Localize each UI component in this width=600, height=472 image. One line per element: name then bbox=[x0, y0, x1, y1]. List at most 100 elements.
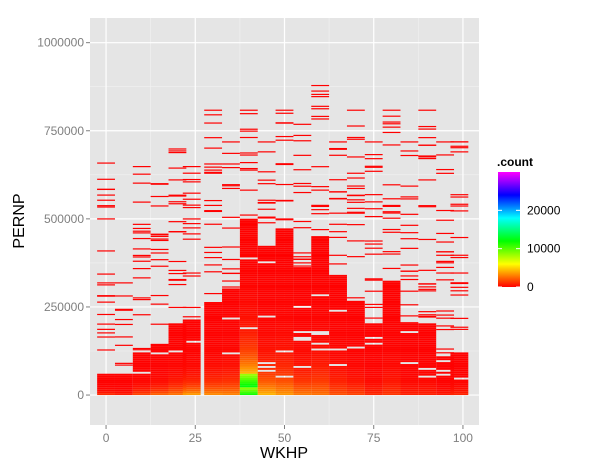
heatmap-tile bbox=[346, 256, 365, 258]
heatmap-tile bbox=[346, 383, 365, 386]
heatmap-tile bbox=[168, 323, 187, 326]
heatmap-tile bbox=[346, 212, 365, 214]
heatmap-tile bbox=[329, 367, 347, 370]
heatmap-tile bbox=[257, 253, 276, 256]
heatmap-tile bbox=[329, 340, 347, 343]
heatmap-tile bbox=[168, 344, 187, 347]
heatmap-tile bbox=[450, 356, 469, 359]
heatmap-tile bbox=[293, 319, 312, 322]
heatmap-tile bbox=[346, 387, 365, 390]
heatmap-tile bbox=[239, 238, 258, 240]
heatmap-tile bbox=[293, 220, 312, 223]
heatmap-tile bbox=[150, 381, 169, 384]
heatmap-tile bbox=[239, 383, 258, 386]
heatmap-tile bbox=[204, 292, 223, 295]
heatmap-tile bbox=[418, 286, 437, 288]
heatmap-tile bbox=[222, 309, 240, 312]
heatmap-tile bbox=[346, 364, 365, 366]
heatmap-tile bbox=[436, 317, 455, 319]
heatmap-tile bbox=[222, 298, 240, 301]
heatmap-tile bbox=[450, 375, 469, 378]
heatmap-tile bbox=[132, 360, 151, 363]
heatmap-tile bbox=[436, 262, 455, 264]
heatmap-tile bbox=[239, 236, 258, 239]
heatmap-tile bbox=[275, 267, 294, 270]
heatmap-tile bbox=[346, 389, 365, 392]
heatmap-tile bbox=[239, 344, 258, 347]
heatmap-tile bbox=[329, 148, 347, 150]
heatmap-tile bbox=[239, 358, 258, 361]
heatmap-tile bbox=[311, 379, 330, 382]
heatmap-tile bbox=[400, 338, 419, 341]
heatmap-tile bbox=[239, 362, 258, 365]
heatmap-tile bbox=[257, 364, 276, 366]
heatmap-tile bbox=[293, 288, 312, 291]
heatmap-tile bbox=[450, 203, 469, 205]
heatmap-tile bbox=[346, 329, 365, 332]
heatmap-tile bbox=[329, 333, 347, 335]
heatmap-tile bbox=[329, 311, 347, 314]
heatmap-tile bbox=[364, 393, 383, 396]
heatmap-tile bbox=[400, 232, 419, 234]
heatmap-tile bbox=[418, 350, 437, 353]
heatmap-tile bbox=[382, 280, 401, 283]
heatmap-tile bbox=[364, 375, 383, 378]
heatmap-tile bbox=[450, 272, 469, 274]
x-tick-label-100: 100 bbox=[453, 431, 473, 445]
heatmap-tile bbox=[382, 109, 401, 111]
heatmap-tile bbox=[132, 166, 151, 168]
heatmap-tile bbox=[204, 321, 223, 324]
heatmap-tile bbox=[222, 336, 240, 339]
heatmap-tile bbox=[329, 280, 347, 283]
heatmap-tile bbox=[97, 385, 115, 388]
heatmap-tile bbox=[329, 298, 347, 301]
heatmap-tile bbox=[311, 371, 330, 374]
heatmap-tile bbox=[182, 319, 201, 322]
heatmap-tile bbox=[382, 329, 401, 332]
heatmap-tile bbox=[436, 371, 455, 374]
heatmap-tile bbox=[257, 282, 276, 285]
heatmap-tile bbox=[114, 373, 133, 376]
heatmap-tile bbox=[222, 338, 240, 341]
heatmap-tile bbox=[132, 375, 151, 378]
heatmap-tile bbox=[239, 128, 258, 130]
heatmap-tile bbox=[311, 344, 330, 347]
heatmap-tile bbox=[364, 334, 383, 337]
heatmap-tile bbox=[97, 387, 115, 390]
heatmap-tile bbox=[346, 391, 365, 394]
heatmap-tile bbox=[222, 379, 240, 382]
heatmap-tile bbox=[418, 325, 437, 328]
heatmap-tile bbox=[257, 350, 276, 353]
heatmap-tile bbox=[132, 356, 151, 359]
heatmap-tile bbox=[275, 230, 294, 233]
heatmap-tile bbox=[418, 387, 437, 390]
heatmap-tile bbox=[346, 319, 365, 322]
heatmap-tile bbox=[275, 389, 294, 392]
heatmap-tile bbox=[346, 211, 365, 213]
heatmap-tile bbox=[382, 302, 401, 304]
heatmap-tile bbox=[132, 369, 151, 372]
x-tick-label-0: 0 bbox=[103, 431, 110, 445]
heatmap-tile bbox=[293, 327, 312, 330]
heatmap-tile bbox=[257, 329, 276, 332]
heatmap-tile bbox=[168, 331, 187, 334]
heatmap-tile bbox=[382, 294, 401, 297]
heatmap-tile bbox=[239, 130, 258, 132]
heatmap-tile bbox=[293, 377, 312, 380]
heatmap-tile bbox=[97, 381, 115, 384]
heatmap-tile bbox=[329, 358, 347, 361]
heatmap-tile bbox=[382, 303, 401, 306]
heatmap-tile bbox=[182, 178, 201, 181]
heatmap-tile bbox=[204, 109, 223, 111]
heatmap-tile bbox=[239, 240, 258, 242]
heatmap-tile bbox=[275, 303, 294, 306]
heatmap-tile bbox=[346, 367, 365, 370]
heatmap-tile bbox=[346, 109, 365, 111]
heatmap-tile bbox=[204, 344, 223, 347]
heatmap-tile bbox=[400, 224, 419, 226]
heatmap-tile bbox=[114, 323, 133, 326]
heatmap-tile bbox=[382, 342, 401, 345]
heatmap-tile bbox=[382, 371, 401, 374]
heatmap-tile bbox=[204, 172, 223, 174]
heatmap-tile bbox=[239, 309, 258, 312]
